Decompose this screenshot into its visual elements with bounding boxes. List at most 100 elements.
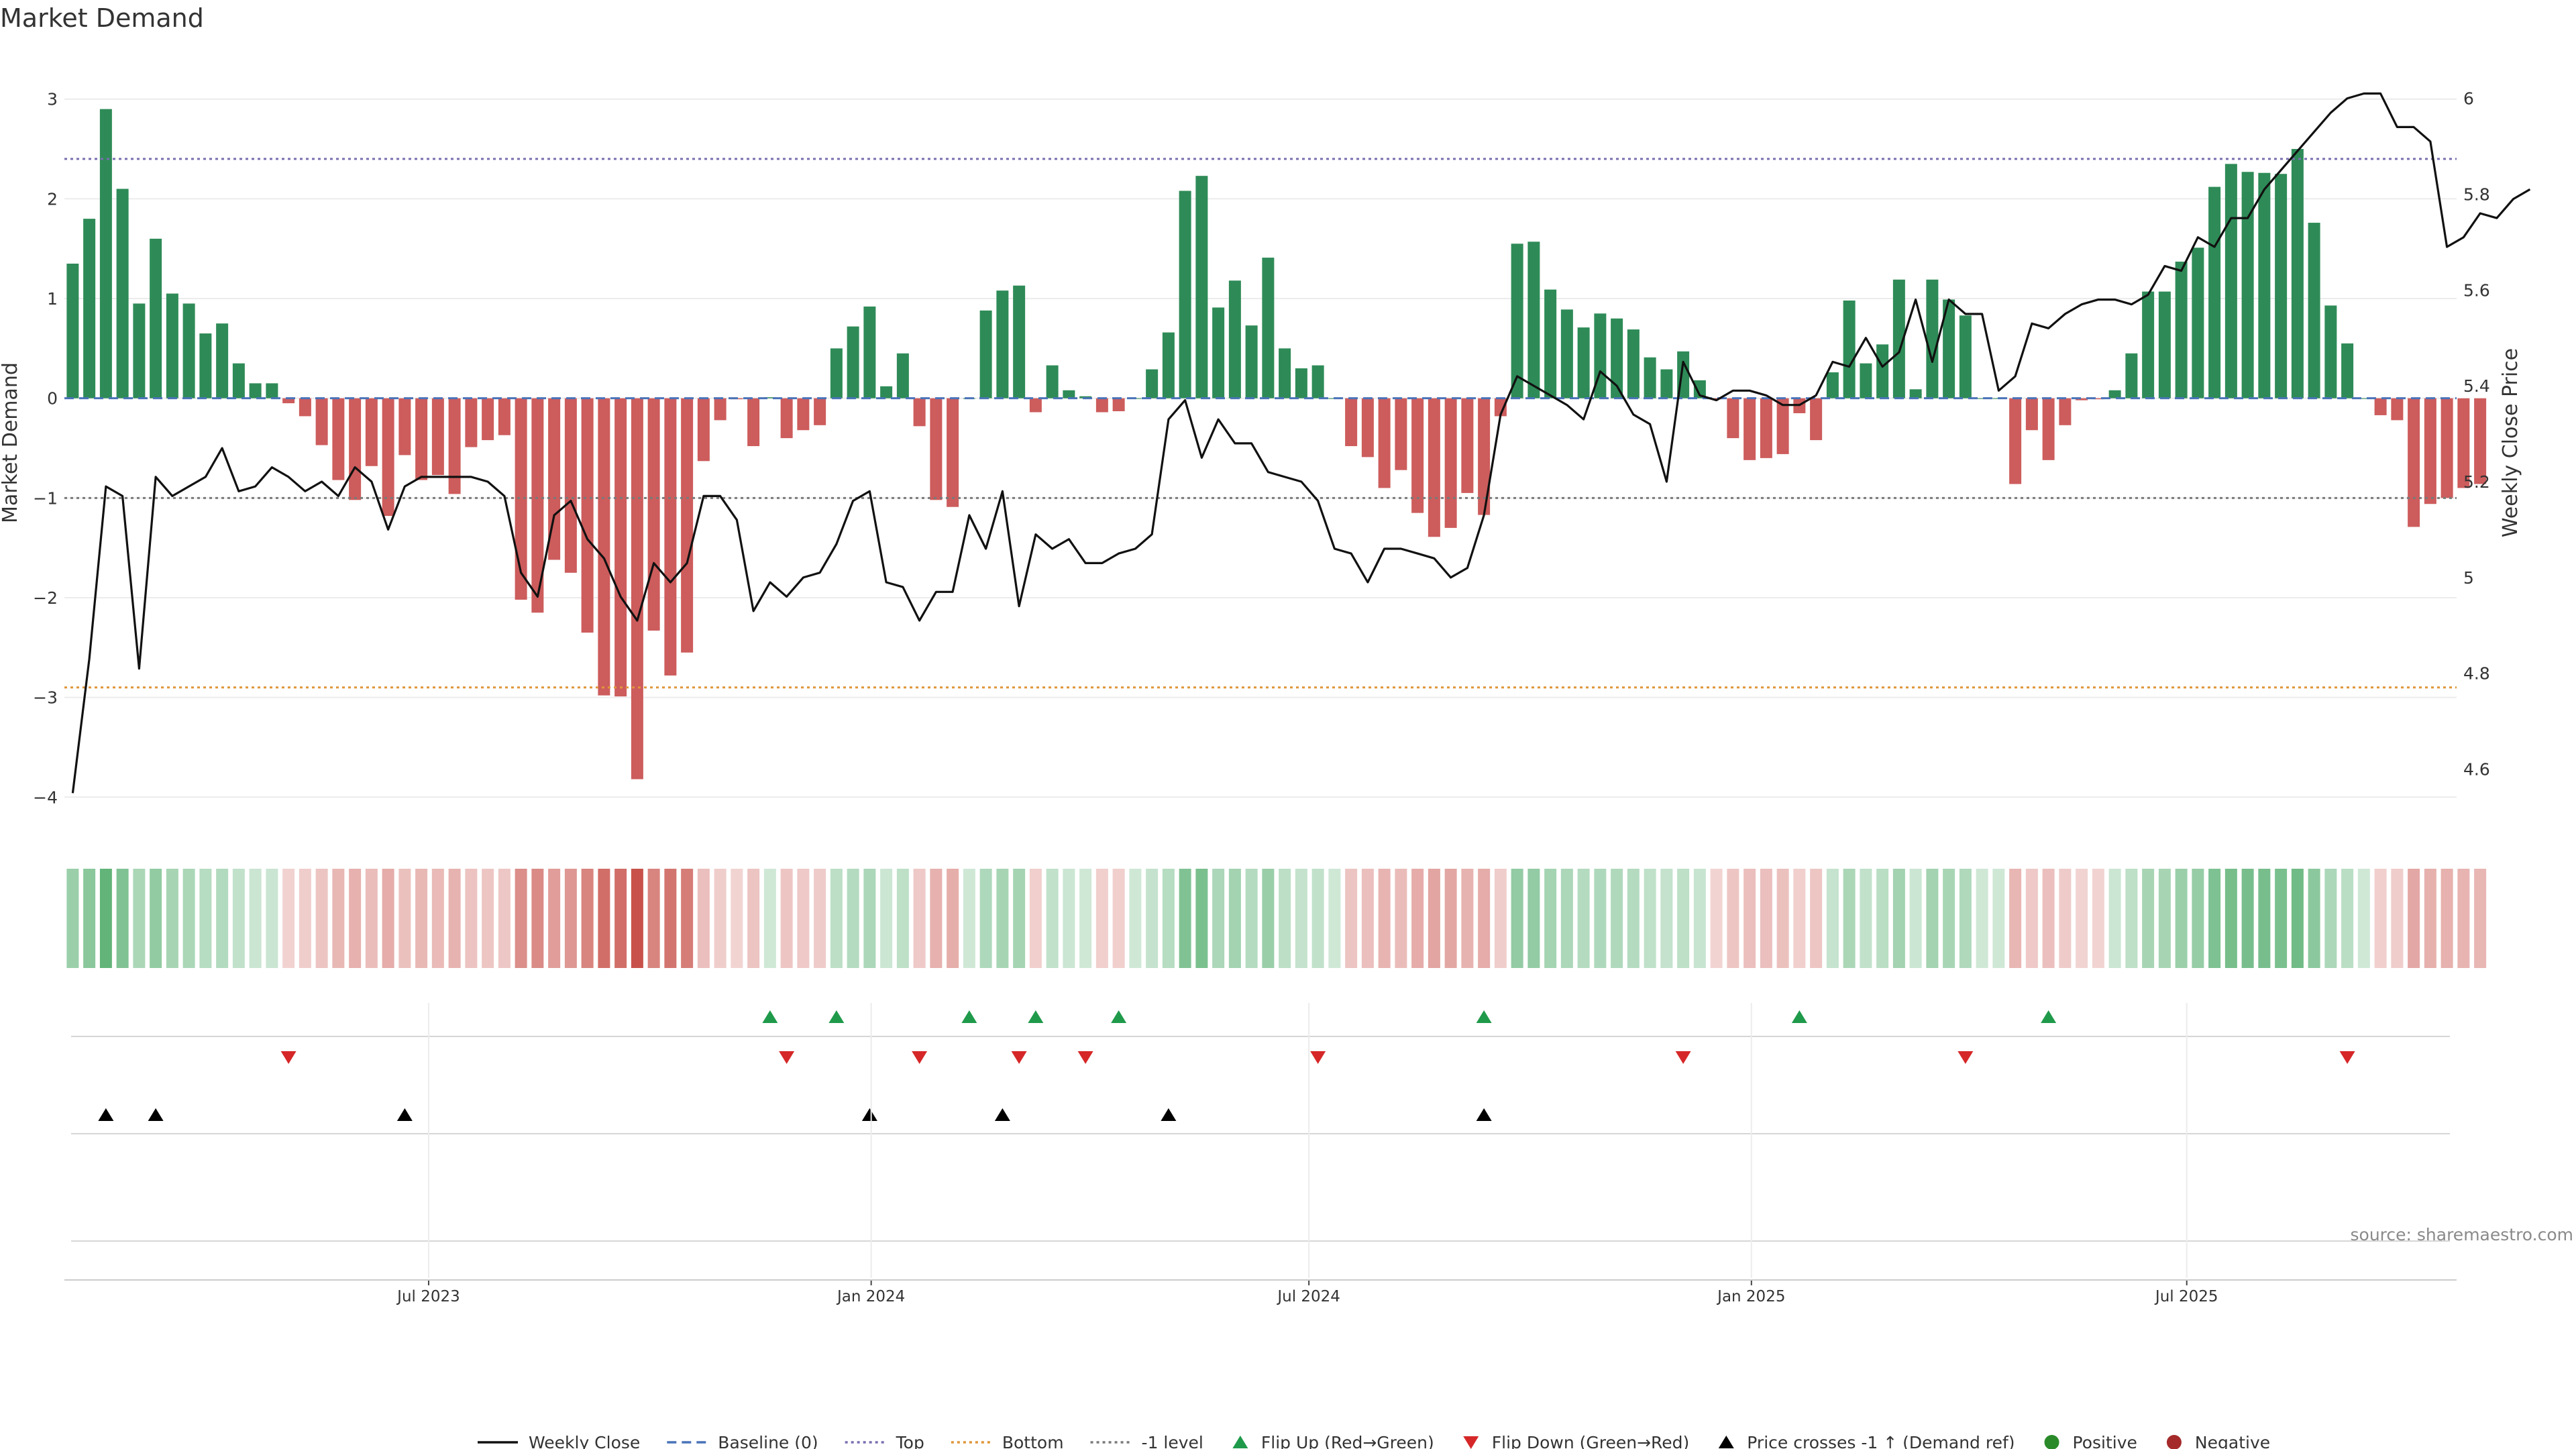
strip-cell — [1245, 869, 1258, 968]
demand-bar — [1295, 368, 1307, 398]
strip-cell — [747, 869, 760, 968]
x-tick-label: Jul 2024 — [1276, 1288, 1340, 1305]
strip-cell — [1892, 869, 1905, 968]
demand-bar — [2424, 398, 2436, 504]
demand-bar — [1428, 398, 1440, 537]
strip-cell — [1461, 869, 1474, 968]
x-tick-label: Jul 2023 — [396, 1288, 460, 1305]
legend-swatch-triangle-down-icon — [1463, 1436, 1479, 1449]
legend-item-negative: Negative — [2166, 1433, 2270, 1449]
demand-bar — [465, 398, 478, 447]
strip-cell — [1095, 869, 1108, 968]
x-tick-label: Jan 2024 — [836, 1288, 905, 1305]
demand-bar — [1511, 244, 1523, 398]
strip-cell — [415, 869, 428, 968]
demand-bar — [1212, 307, 1225, 398]
demand-bar — [1627, 329, 1640, 398]
legend-label: Baseline (0) — [718, 1433, 818, 1449]
demand-bar — [1976, 398, 1988, 399]
price-cross-marker — [148, 1108, 164, 1121]
strip-cell — [1063, 869, 1075, 968]
legend-swatch-circle-icon — [2044, 1435, 2059, 1449]
legend-label: Price crosses -1 ↑ (Demand ref) — [1747, 1433, 2015, 1449]
demand-bar — [1361, 398, 1374, 458]
demand-bar — [1228, 280, 1241, 398]
demand-bar — [2092, 398, 2104, 400]
demand-bar — [1179, 191, 1191, 398]
demand-bar — [598, 398, 610, 696]
demand-bar — [1411, 398, 1424, 513]
strip-cell — [2291, 869, 2304, 968]
strip-cell — [2275, 869, 2288, 968]
strip-cell — [1478, 869, 1491, 968]
y2-tick-label: 6 — [2463, 89, 2474, 109]
legend-label: Weekly Close — [529, 1433, 640, 1449]
demand-bar — [2357, 398, 2370, 399]
demand-bar — [1013, 285, 1026, 398]
strip-cell — [1826, 869, 1839, 968]
strip-cell — [1212, 869, 1225, 968]
strip-cell — [1976, 869, 1988, 968]
demand-bar — [1743, 398, 1756, 460]
flip-down-marker — [1675, 1051, 1691, 1064]
strip-cell — [382, 869, 394, 968]
y-tick-label: 1 — [47, 289, 58, 309]
strip-cell — [697, 869, 710, 968]
strip-cell — [282, 869, 295, 968]
demand-bar — [2108, 390, 2121, 398]
legend-item-minus_one: -1 level — [1090, 1433, 1203, 1449]
demand-bar — [315, 398, 328, 445]
reference-levels — [64, 158, 2457, 689]
demand-bar — [482, 398, 494, 441]
strip-cell — [2391, 869, 2404, 968]
strip-cell — [66, 869, 79, 968]
flip-down-marker — [1310, 1051, 1326, 1064]
strip-cell — [814, 869, 826, 968]
demand-bar — [2208, 186, 2221, 398]
x-tick-label: Jul 2025 — [2154, 1288, 2218, 1305]
demand-bar — [763, 397, 776, 398]
demand-bar — [2408, 398, 2420, 527]
demand-bar — [382, 398, 394, 517]
strip-cell — [1760, 869, 1772, 968]
strip-cell — [2440, 869, 2453, 968]
strip-cell — [1262, 869, 1275, 968]
demand-bar — [1046, 365, 1059, 398]
legend: Weekly Close Baseline (0) Top Bottom -1 leve… — [478, 1433, 2270, 1449]
strip-cell — [2059, 869, 2072, 968]
flip-up-marker — [828, 1010, 845, 1023]
demand-bar — [2440, 398, 2453, 498]
strip-cell — [531, 869, 544, 968]
strip-cell — [133, 869, 146, 968]
strip-cell — [2025, 869, 2038, 968]
flip-down-marker — [1077, 1051, 1093, 1064]
strip-cell — [2308, 869, 2320, 968]
strip-cell — [2258, 869, 2271, 968]
demand-bar — [1444, 398, 1457, 528]
x-axis: Jul 2023 Jan 2024 Jul 2024 Jan 2025 Jul 2025 — [64, 1003, 2457, 1305]
strip-cell — [1146, 869, 1159, 968]
demand-bar — [199, 333, 212, 398]
demand-bar — [415, 398, 428, 480]
strip-cell — [1710, 869, 1723, 968]
strip-cell — [896, 869, 909, 968]
strip-cell — [465, 869, 478, 968]
demand-bar — [1544, 289, 1557, 398]
strip-cell — [1395, 869, 1407, 968]
demand-bar — [1876, 344, 1889, 398]
strip-cell — [797, 869, 810, 968]
strip-cell — [2076, 869, 2088, 968]
y-tick-label: 3 — [47, 90, 58, 109]
strip-cell — [930, 869, 943, 968]
strip-cell — [1013, 869, 1026, 968]
demand-bar — [431, 398, 444, 476]
demand-bar — [1909, 389, 1922, 398]
y-tick-label: 2 — [47, 189, 58, 209]
strip-cell — [1162, 869, 1175, 968]
price-cross-marker — [994, 1108, 1010, 1121]
strip-cell — [614, 869, 627, 968]
event-marker-rows — [71, 1010, 2450, 1242]
demand-bar — [1478, 398, 1491, 515]
strip-cell — [1959, 869, 1972, 968]
